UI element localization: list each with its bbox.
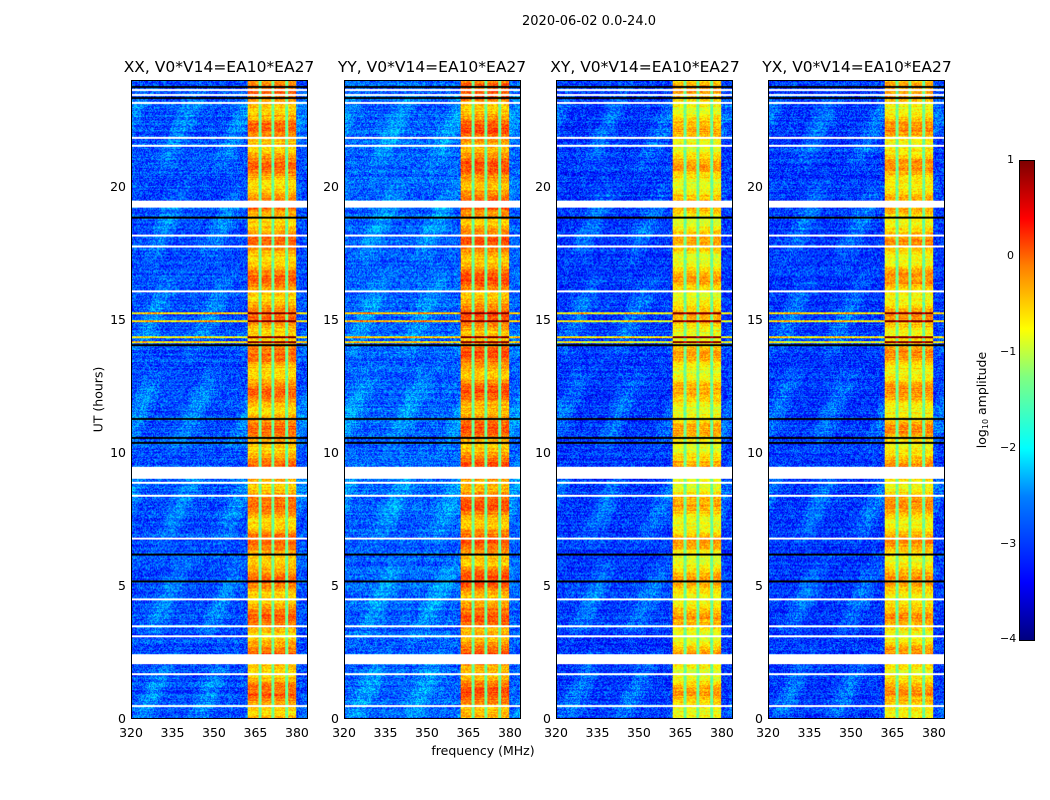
- colorbar: [1019, 160, 1035, 641]
- x-tick-label: 320: [544, 725, 568, 740]
- x-tick-label: 365: [668, 725, 693, 740]
- colorbar-tick: −1: [1000, 345, 1017, 358]
- heatmap-yx: [769, 81, 944, 718]
- y-tick-label: 0: [755, 711, 763, 726]
- colorbar-tick: 1: [1007, 153, 1014, 166]
- x-tick-label: 380: [285, 725, 309, 740]
- colorbar-tick: −3: [1000, 537, 1017, 550]
- y-tick-label: 5: [543, 577, 551, 593]
- x-tick-label: 350: [839, 725, 863, 740]
- x-tick-label: 380: [710, 725, 734, 740]
- y-tick-label: 10: [110, 444, 126, 460]
- x-tick-label: 365: [880, 725, 905, 740]
- y-tick-label: 0: [543, 711, 551, 726]
- y-tick-label: 0: [331, 711, 339, 726]
- x-tick-label: 335: [585, 725, 610, 740]
- x-tick-label: 320: [119, 725, 143, 740]
- x-tick-label: 350: [627, 725, 651, 740]
- y-axis-label: UT (hours): [90, 366, 106, 433]
- y-tick-label: 20: [535, 178, 551, 194]
- panel-title-yy: YY, V0*V14=EA10*EA27: [337, 58, 527, 76]
- panel-title-yx: YX, V0*V14=EA10*EA27: [762, 58, 952, 76]
- colorbar-tick: −2: [1000, 441, 1017, 454]
- heatmap-yy: [345, 81, 520, 718]
- panel-title-xy: XY, V0*V14=EA10*EA27: [550, 58, 740, 76]
- spectrogram-xx: [131, 80, 308, 719]
- colorbar-tick: 0: [1007, 249, 1014, 262]
- spectrogram-yx: [768, 80, 945, 719]
- x-tick-label: 335: [373, 725, 398, 740]
- y-tick-label: 20: [110, 178, 126, 194]
- x-tick-label: 380: [922, 725, 946, 740]
- x-tick-label: 380: [498, 725, 522, 740]
- x-tick-label: 335: [160, 725, 185, 740]
- y-tick-label: 15: [110, 311, 126, 327]
- x-axis-label: frequency (MHz): [431, 743, 535, 758]
- y-tick-label: 10: [747, 444, 763, 460]
- x-tick-label: 320: [756, 725, 780, 740]
- colorbar-tick: −4: [1000, 632, 1017, 645]
- y-tick-label: 15: [747, 311, 763, 327]
- y-tick-label: 5: [118, 577, 126, 593]
- y-tick-label: 5: [755, 577, 763, 593]
- heatmap-xx: [132, 81, 307, 718]
- panel-title-xx: XX, V0*V14=EA10*EA27: [123, 58, 315, 76]
- spectrogram-yy: [344, 80, 521, 719]
- colorbar-label: log10 amplitude: [974, 351, 990, 449]
- x-tick-label: 320: [332, 725, 356, 740]
- y-tick-label: 10: [535, 444, 551, 460]
- y-tick-label: 20: [747, 178, 763, 194]
- heatmap-xy: [557, 81, 732, 718]
- y-tick-label: 10: [323, 444, 339, 460]
- y-tick-label: 5: [331, 577, 339, 593]
- y-tick-label: 15: [535, 311, 551, 327]
- y-tick-label: 0: [118, 711, 126, 726]
- y-tick-label: 20: [323, 178, 339, 194]
- spectrogram-xy: [556, 80, 733, 719]
- x-tick-label: 350: [202, 725, 226, 740]
- x-tick-label: 365: [456, 725, 481, 740]
- x-tick-label: 365: [243, 725, 268, 740]
- x-tick-label: 335: [797, 725, 822, 740]
- figure-title: 2020-06-02 0.0-24.0: [522, 14, 656, 29]
- x-tick-label: 350: [415, 725, 439, 740]
- y-tick-label: 15: [323, 311, 339, 327]
